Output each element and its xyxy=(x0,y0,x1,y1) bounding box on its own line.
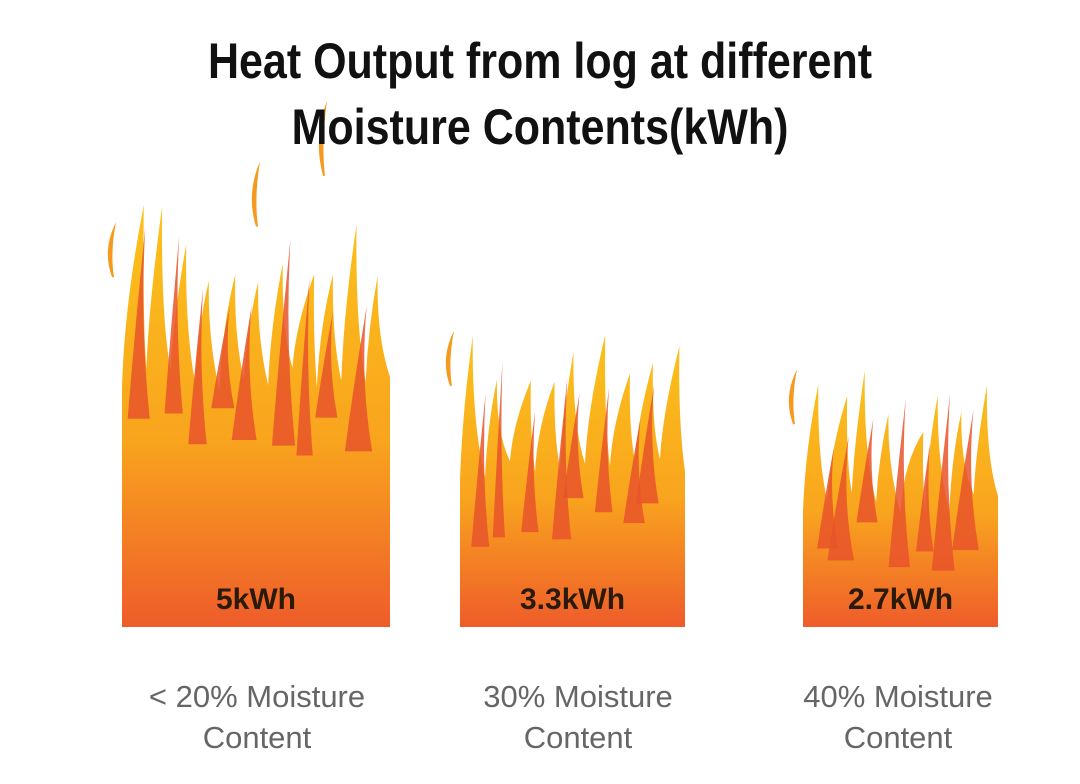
chart-title-line-2: Moisture Contents(kWh) xyxy=(291,99,789,155)
flame-bar-2-streak xyxy=(552,377,572,540)
flame-bar-1-streak xyxy=(188,288,207,445)
flame-bar-3-streak xyxy=(916,443,934,552)
flame-bar-2-streak xyxy=(521,410,539,533)
flame-bar-3-streak xyxy=(817,447,839,549)
flame-bar-1-wisp-1 xyxy=(107,222,116,278)
flame-bar-1-streak xyxy=(296,276,313,456)
flame-bar-2-streak xyxy=(492,360,505,538)
flame-bar-1-body xyxy=(122,205,390,627)
chart-title: Heat Output from log at different Moistu… xyxy=(76,28,1005,160)
flame-bar-2-streak xyxy=(563,393,584,499)
flame-bar-1-streak xyxy=(164,236,183,414)
category-label-3-line-2: Content xyxy=(843,720,953,755)
flame-bar-1-streak xyxy=(211,306,235,409)
data-label-3: 2.7kWh xyxy=(848,583,953,616)
flame-bar-3-streak xyxy=(888,398,910,568)
flame-bar-2-streak xyxy=(594,388,613,513)
flame-bar-2: 3.3kWh xyxy=(445,330,685,627)
category-label-2: 30% Moisture Content xyxy=(428,676,728,758)
flame-bar-3-streak xyxy=(931,393,955,571)
category-label-3: 40% Moisture Content xyxy=(748,676,1048,758)
chart-title-line-1: Heat Output from log at different xyxy=(207,33,873,89)
flame-bar-2-streak xyxy=(471,393,490,547)
flame-bar-3: 2.7kWh xyxy=(788,369,998,627)
flame-bar-2-streak xyxy=(636,384,659,504)
category-label-2-line-1: 30% Moisture xyxy=(483,679,673,714)
flame-bar-1-wisp-3 xyxy=(318,100,327,176)
flame-bar-1-streak xyxy=(271,238,296,446)
flame-bar-1-streak xyxy=(231,305,257,440)
flame-bar-1-streak xyxy=(127,226,150,419)
flame-bar-1-wisp-2 xyxy=(251,161,260,227)
flame-bar-1-streak xyxy=(344,306,373,452)
category-label-1-line-1: < 20% Moisture xyxy=(148,679,366,714)
data-label-2: 3.3kWh xyxy=(520,583,625,616)
category-label-3-line-1: 40% Moisture xyxy=(803,679,993,714)
flame-bar-2-wisp-1 xyxy=(445,330,454,386)
category-label-1: < 20% Moisture Content xyxy=(107,676,407,758)
category-label-2-line-2: Content xyxy=(523,720,633,755)
category-label-1-line-2: Content xyxy=(202,720,312,755)
data-label-1: 5kWh xyxy=(216,583,296,616)
flame-bar-3-wisp-1 xyxy=(788,369,797,425)
flame-bar-1-streak xyxy=(315,311,338,418)
flame-bar-3-streak xyxy=(952,409,979,551)
flame-bar-3-streak xyxy=(827,436,855,561)
bars-layer: 5kWh 3.3kWh 2.7kWh xyxy=(107,100,998,627)
flame-bar-1: 5kWh xyxy=(107,100,390,627)
flame-bar-3-streak xyxy=(856,418,878,523)
